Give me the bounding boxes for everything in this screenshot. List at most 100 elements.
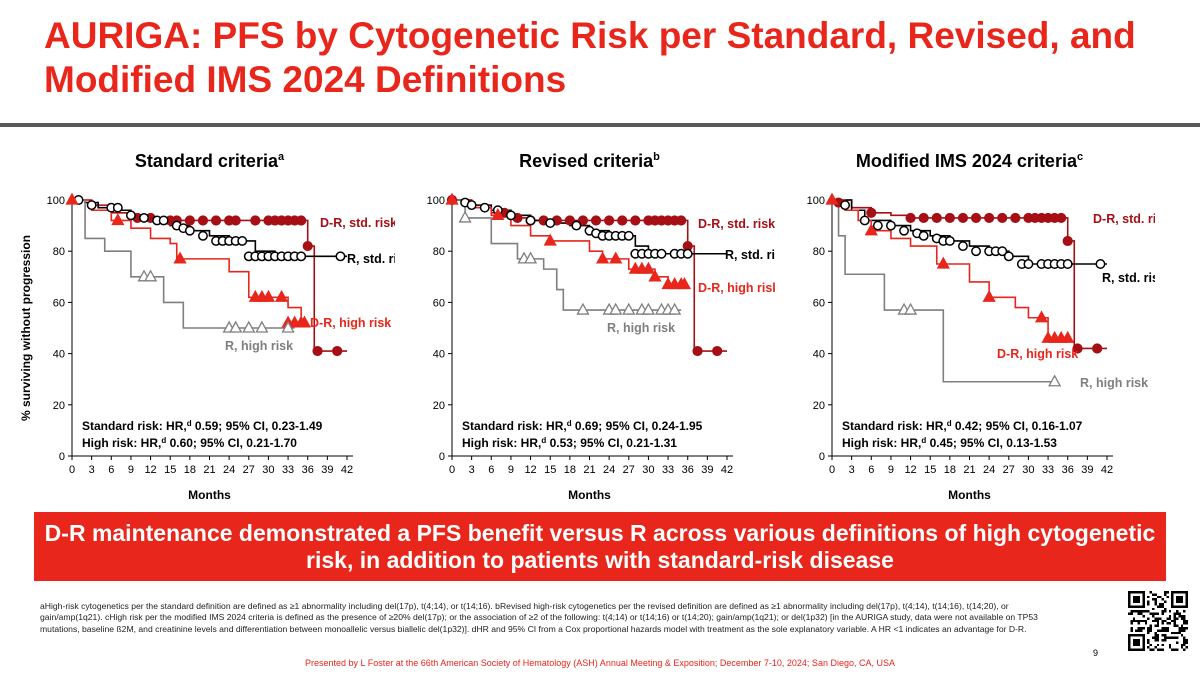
censor-mark — [1048, 374, 1062, 387]
y-tick-label: 100 — [427, 195, 445, 207]
censor-mark — [255, 320, 269, 333]
y-tick-label: 60 — [53, 297, 65, 309]
censor-mark — [604, 215, 615, 226]
censor-mark — [479, 202, 490, 213]
censor-mark — [1023, 259, 1034, 269]
curve-label-dr-high: D-R, high risk — [997, 347, 1078, 361]
hr-standard-risk: Standard risk: HR,d 0.59; 95% CI, 0.23-1… — [82, 419, 323, 433]
censor-mark — [230, 215, 241, 226]
censor-mark — [571, 220, 582, 231]
censor-mark — [931, 212, 942, 224]
curve-label-r-high: R, high risk — [607, 321, 675, 335]
censor-mark — [918, 212, 929, 224]
censor-mark — [609, 251, 623, 264]
hr-high-risk: High risk: HR,d 0.45; 95% CI, 0.13-1.53 — [842, 436, 1057, 450]
censor-mark — [668, 302, 682, 315]
km-curve-r-high-risk — [452, 199, 682, 311]
censor-mark — [825, 192, 839, 205]
censor-mark — [622, 302, 636, 315]
censor-mark — [648, 269, 662, 282]
censor-mark — [872, 220, 883, 231]
censor-mark — [617, 215, 628, 226]
x-axis-label: Months — [188, 488, 231, 502]
censor-mark — [885, 220, 896, 231]
censor-mark — [864, 223, 878, 236]
x-tick-label: 0 — [69, 464, 75, 476]
curve-label-dr-high: D-R, high risk — [698, 281, 775, 295]
curve-label-r-std: R, std. risk — [347, 252, 395, 266]
curve-label-r-std: R, std. risk — [725, 248, 775, 262]
censor-mark — [1095, 259, 1106, 269]
x-tick-label: 36 — [682, 464, 694, 476]
censor-mark — [944, 212, 955, 224]
y-tick-label: 80 — [433, 246, 445, 258]
chart-title: Revised criteriab — [519, 151, 660, 171]
x-tick-label: 39 — [1081, 464, 1093, 476]
km-curve-r-high-risk — [832, 199, 1055, 383]
y-tick-label: 0 — [819, 451, 825, 463]
censor-mark — [296, 251, 307, 262]
y-tick-label: 100 — [47, 195, 65, 207]
censor-mark — [1092, 343, 1103, 354]
censor-mark — [1062, 259, 1073, 269]
curve-label-dr-std: D-R, std. risk — [320, 216, 395, 230]
censor-mark — [957, 212, 969, 224]
x-tick-label: 9 — [128, 464, 134, 476]
x-tick-label: 6 — [868, 464, 874, 476]
censor-mark — [158, 215, 169, 226]
y-tick-label: 40 — [813, 349, 825, 361]
censor-mark — [86, 200, 97, 211]
censor-mark — [197, 215, 209, 226]
censor-mark — [445, 192, 459, 205]
censor-mark — [970, 212, 982, 224]
y-tick-label: 60 — [813, 297, 825, 309]
hr-high-risk: High risk: HR,d 0.60; 95% CI, 0.21-1.70 — [82, 436, 297, 450]
x-tick-label: 18 — [564, 464, 576, 476]
censor-mark — [125, 210, 136, 221]
km-curve-r-high-risk — [72, 199, 295, 329]
x-tick-label: 42 — [1101, 464, 1113, 476]
censor-mark — [641, 302, 656, 315]
censor-mark — [676, 215, 687, 226]
y-tick-label: 20 — [433, 400, 445, 412]
censor-mark — [641, 261, 656, 274]
y-tick-label: 80 — [813, 246, 825, 258]
y-tick-label: 40 — [433, 349, 445, 361]
hr-standard-risk: Standard risk: HR,d 0.69; 95% CI, 0.24-1… — [462, 419, 703, 433]
km-curve-d-r-high-risk — [832, 199, 1068, 340]
curve-label-r-std: R, std. risk — [1102, 271, 1155, 285]
y-tick-label: 80 — [53, 246, 65, 258]
x-tick-label: 18 — [944, 464, 956, 476]
x-tick-label: 3 — [89, 464, 95, 476]
hr-high-risk: High risk: HR,d 0.53; 95% CI, 0.21-1.31 — [462, 436, 677, 450]
censor-mark — [302, 240, 313, 252]
censor-mark — [623, 230, 634, 241]
censor-mark — [859, 215, 870, 226]
censor-mark — [297, 315, 312, 328]
censor-mark — [261, 289, 276, 302]
x-tick-label: 6 — [108, 464, 114, 476]
censor-mark — [332, 345, 343, 357]
slide-title: AURIGA: PFS by Cytogenetic Risk per Stan… — [44, 15, 1136, 100]
censor-mark — [692, 345, 703, 357]
y-tick-label: 0 — [59, 451, 65, 463]
x-tick-label: 33 — [282, 464, 294, 476]
qr-code-icon[interactable] — [1128, 591, 1188, 651]
chart-title: Standard criteriaa — [135, 151, 285, 171]
y-tick-label: 20 — [53, 400, 65, 412]
y-tick-label: 0 — [439, 451, 445, 463]
x-tick-label: 27 — [623, 464, 635, 476]
y-tick-label: 60 — [433, 297, 445, 309]
censor-mark — [505, 210, 516, 221]
censor-mark — [866, 207, 877, 218]
censor-mark — [296, 215, 307, 226]
x-tick-label: 42 — [341, 464, 353, 476]
x-tick-label: 3 — [469, 464, 475, 476]
curve-label-dr-std: D-R, std. risk — [1093, 212, 1155, 226]
censor-mark — [523, 251, 538, 264]
conclusion-banner: D-R maintenance demonstrated a PFS benef… — [34, 512, 1166, 581]
censor-mark — [1062, 235, 1073, 247]
x-tick-label: 36 — [1062, 464, 1074, 476]
x-tick-label: 9 — [888, 464, 894, 476]
x-tick-label: 42 — [721, 464, 733, 476]
